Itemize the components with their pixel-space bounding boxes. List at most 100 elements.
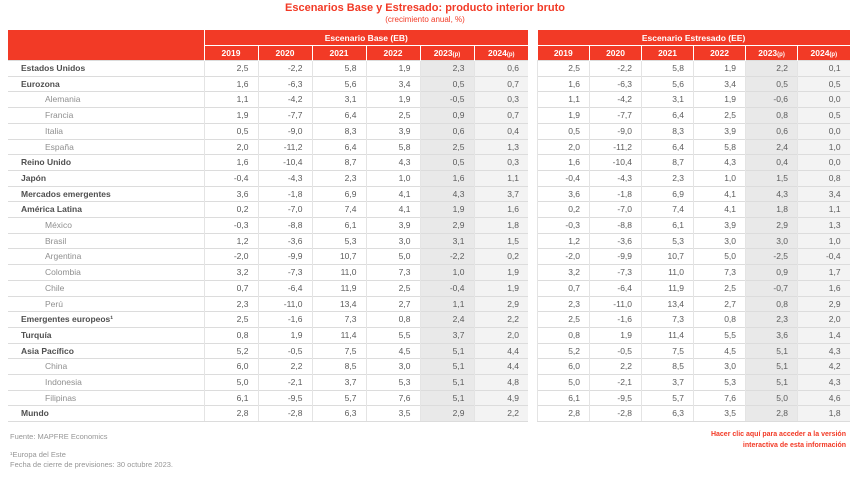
row-label: Mundo — [8, 405, 204, 423]
cell-value: 5,0 — [745, 389, 798, 406]
cell-value: 5,1 — [745, 358, 798, 375]
cell-value: 5,8 — [693, 138, 746, 155]
table-row: -0,3 -8,8 6,1 3,9 2,9 1,3 — [537, 217, 850, 234]
table-row: 3,2 -7,3 11,0 7,3 0,9 1,7 — [537, 264, 850, 281]
cell-value: 0,9 — [419, 107, 474, 124]
cell-value: 6,4 — [311, 107, 366, 124]
cell-value: 8,3 — [641, 122, 694, 140]
cell-value: -2,1 — [589, 374, 642, 391]
interactive-version-link-line1[interactable]: Hacer clic aquí para acceder a la versió… — [710, 431, 846, 438]
cell-value: 1,5 — [745, 169, 798, 187]
cell-value: -0,7 — [745, 279, 798, 297]
year-column-header: 2021 — [311, 45, 366, 61]
cell-value: -8,8 — [589, 217, 642, 234]
cell-value: -1,8 — [257, 185, 312, 202]
cell-value: 1,5 — [473, 232, 529, 249]
cell-value: -7,3 — [589, 264, 642, 281]
table-row: Asia Pacífico 5,2 -0,5 7,5 4,5 5,1 4,4 — [8, 342, 529, 359]
table-row: Emergentes europeos¹ 2,5 -1,6 7,3 0,8 2,4 2,2 — [8, 311, 529, 328]
cell-value: 3,0 — [693, 232, 746, 249]
cell-value: 5,1 — [419, 389, 474, 406]
interactive-version-link[interactable]: Hacer clic aquí para acceder a la versió… — [646, 430, 846, 451]
cell-value: 0,7 — [203, 279, 258, 297]
cell-value: 2,3 — [203, 295, 258, 312]
cell-value: 0,9 — [745, 264, 798, 281]
cell-value: 7,3 — [365, 264, 420, 281]
year-column-header: 2020 — [589, 45, 642, 61]
cell-value: 4,1 — [693, 185, 746, 202]
cell-value: 3,7 — [641, 374, 694, 391]
cell-value: 0,5 — [419, 154, 474, 171]
cell-value: -1,6 — [589, 311, 642, 328]
year-column-header: 2022 — [693, 45, 746, 61]
cell-value: 5,1 — [419, 374, 474, 391]
year-header-row-estresado: 2019 2020 2021 2022 2023(p) 2024(p) — [537, 45, 850, 61]
cell-value: 2,9 — [745, 217, 798, 234]
table-row: Filipinas 6,1 -9,5 5,7 7,6 5,1 4,9 — [8, 389, 529, 406]
cell-value: 4,3 — [365, 154, 420, 171]
cell-value: 6,0 — [203, 358, 258, 375]
cell-value: 1,9 — [473, 279, 529, 297]
cell-value: 0,8 — [365, 311, 420, 328]
cell-value: 5,1 — [419, 358, 474, 375]
row-label: Chile — [8, 279, 204, 297]
cell-value: 1,1 — [537, 91, 590, 108]
cell-value: -4,3 — [257, 169, 312, 187]
cell-value: 4,1 — [365, 185, 420, 202]
cell-value: 2,9 — [797, 295, 850, 312]
cell-value: 5,3 — [693, 374, 746, 391]
table-row: Mundo 2,8 -2,8 6,3 3,5 2,9 2,2 — [8, 405, 529, 423]
row-label: Japón — [8, 169, 204, 187]
table-row: Indonesia 5,0 -2,1 3,7 5,3 5,1 4,8 — [8, 374, 529, 391]
cell-value: 4,3 — [797, 342, 850, 359]
page-subtitle: (crecimiento anual, %) — [385, 15, 465, 24]
cell-value: 6,3 — [641, 405, 694, 423]
cell-value: 6,4 — [641, 107, 694, 124]
cell-value: 2,0 — [473, 326, 529, 344]
cell-value: 3,7 — [473, 185, 529, 202]
table-row: 0,2 -7,0 7,4 4,1 1,8 1,1 — [537, 201, 850, 218]
cell-value: 0,4 — [745, 154, 798, 171]
cell-value: 5,1 — [745, 374, 798, 391]
cell-value: 1,3 — [473, 138, 529, 155]
cell-value: -0,3 — [203, 217, 258, 234]
cell-value: 3,2 — [203, 264, 258, 281]
cell-value: 0,3 — [473, 154, 529, 171]
cell-value: 7,3 — [693, 264, 746, 281]
cell-value: 1,6 — [473, 201, 529, 218]
cell-value: -7,7 — [589, 107, 642, 124]
cell-value: 1,6 — [537, 75, 590, 92]
cell-value: 0,5 — [419, 75, 474, 92]
cell-value: 6,9 — [311, 185, 366, 202]
row-label: China — [8, 358, 204, 375]
year-column-header: 2024(p) — [797, 45, 850, 61]
row-label: Alemania — [8, 91, 204, 108]
cell-value: -9,5 — [257, 389, 312, 406]
cell-value: 8,5 — [641, 358, 694, 375]
cell-value: -10,4 — [589, 154, 642, 171]
cell-value: 0,4 — [473, 122, 529, 140]
cell-value: 6,1 — [537, 389, 590, 406]
row-label: Reino Unido — [8, 154, 204, 171]
cell-value: 0,2 — [537, 201, 590, 218]
row-label: Francia — [8, 107, 204, 124]
cell-value: 6,3 — [311, 405, 366, 423]
cell-value: -2,2 — [419, 248, 474, 265]
table-row: Perú 2,3 -11,0 13,4 2,7 1,1 2,9 — [8, 295, 529, 312]
table-row: 6,1 -9,5 5,7 7,6 5,0 4,6 — [537, 389, 850, 406]
table-row: 2,8 -2,8 6,3 3,5 2,8 1,8 — [537, 405, 850, 423]
cell-value: 1,7 — [797, 264, 850, 281]
cell-value: 10,7 — [641, 248, 694, 265]
cell-value: -10,4 — [257, 154, 312, 171]
interactive-version-link-line2[interactable]: interactiva de esta información — [742, 441, 846, 449]
cell-value: 2,2 — [473, 405, 529, 423]
cell-value: 5,7 — [641, 389, 694, 406]
cell-value: 2,7 — [365, 295, 420, 312]
cell-value: 4,9 — [473, 389, 529, 406]
cell-value: 3,4 — [693, 75, 746, 92]
table-row: Eurozona 1,6 -6,3 5,6 3,4 0,5 0,7 — [8, 75, 529, 92]
cell-value: 0,0 — [797, 122, 850, 140]
cell-value: -6,3 — [589, 75, 642, 92]
cell-value: 3,6 — [203, 185, 258, 202]
cell-value: 13,4 — [641, 295, 694, 312]
